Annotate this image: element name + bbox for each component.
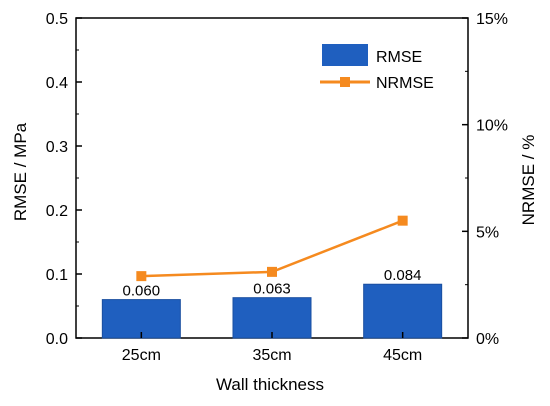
y2-tick-label: 5% <box>476 224 499 241</box>
bar-value-label: 0.084 <box>384 267 422 284</box>
y-tick-label: 0.4 <box>46 75 68 92</box>
y2-tick-label: 15% <box>476 11 508 28</box>
bar-labels: 0.060 0.063 0.084 <box>123 267 422 299</box>
bar <box>363 283 443 339</box>
bars <box>101 283 443 339</box>
bar-value-label: 0.060 <box>123 283 161 300</box>
x-tick-label: 45cm <box>383 347 422 364</box>
y-axis-ticks: 0.0 0.1 0.2 0.3 0.4 0.5 <box>46 11 82 348</box>
x-tick-label: 25cm <box>122 347 161 364</box>
x-axis-ticks: 25cm 35cm 45cm <box>122 332 422 364</box>
y2-tick-label: 0% <box>476 331 499 348</box>
y-tick-label: 0.0 <box>46 331 68 348</box>
legend-nrmse-marker <box>340 77 350 87</box>
y-tick-label: 0.3 <box>46 139 68 156</box>
legend-nrmse-label: NRMSE <box>376 75 434 92</box>
y2-axis-ticks: 0% 5% 10% 15% <box>462 11 508 348</box>
legend-rmse-label: RMSE <box>376 49 422 66</box>
y-tick-label: 0.2 <box>46 203 68 220</box>
y2-tick-label: 10% <box>476 118 508 135</box>
nrmse-point <box>267 266 277 277</box>
x-axis-title: Wall thickness <box>216 375 324 394</box>
bar-value-label: 0.063 <box>253 281 291 298</box>
y-tick-label: 0.5 <box>46 11 68 28</box>
nrmse-point <box>397 215 408 226</box>
bar <box>232 297 312 339</box>
y2-axis-title: NRMSE / % <box>519 135 538 226</box>
y-tick-label: 0.1 <box>46 267 68 284</box>
nrmse-line <box>136 215 408 282</box>
nrmse-point <box>136 271 147 282</box>
legend: RMSE NRMSE <box>320 44 434 92</box>
y-axis-title: RMSE / MPa <box>11 122 30 221</box>
x-tick-label: 35cm <box>252 347 291 364</box>
legend-rmse-swatch <box>322 44 368 66</box>
